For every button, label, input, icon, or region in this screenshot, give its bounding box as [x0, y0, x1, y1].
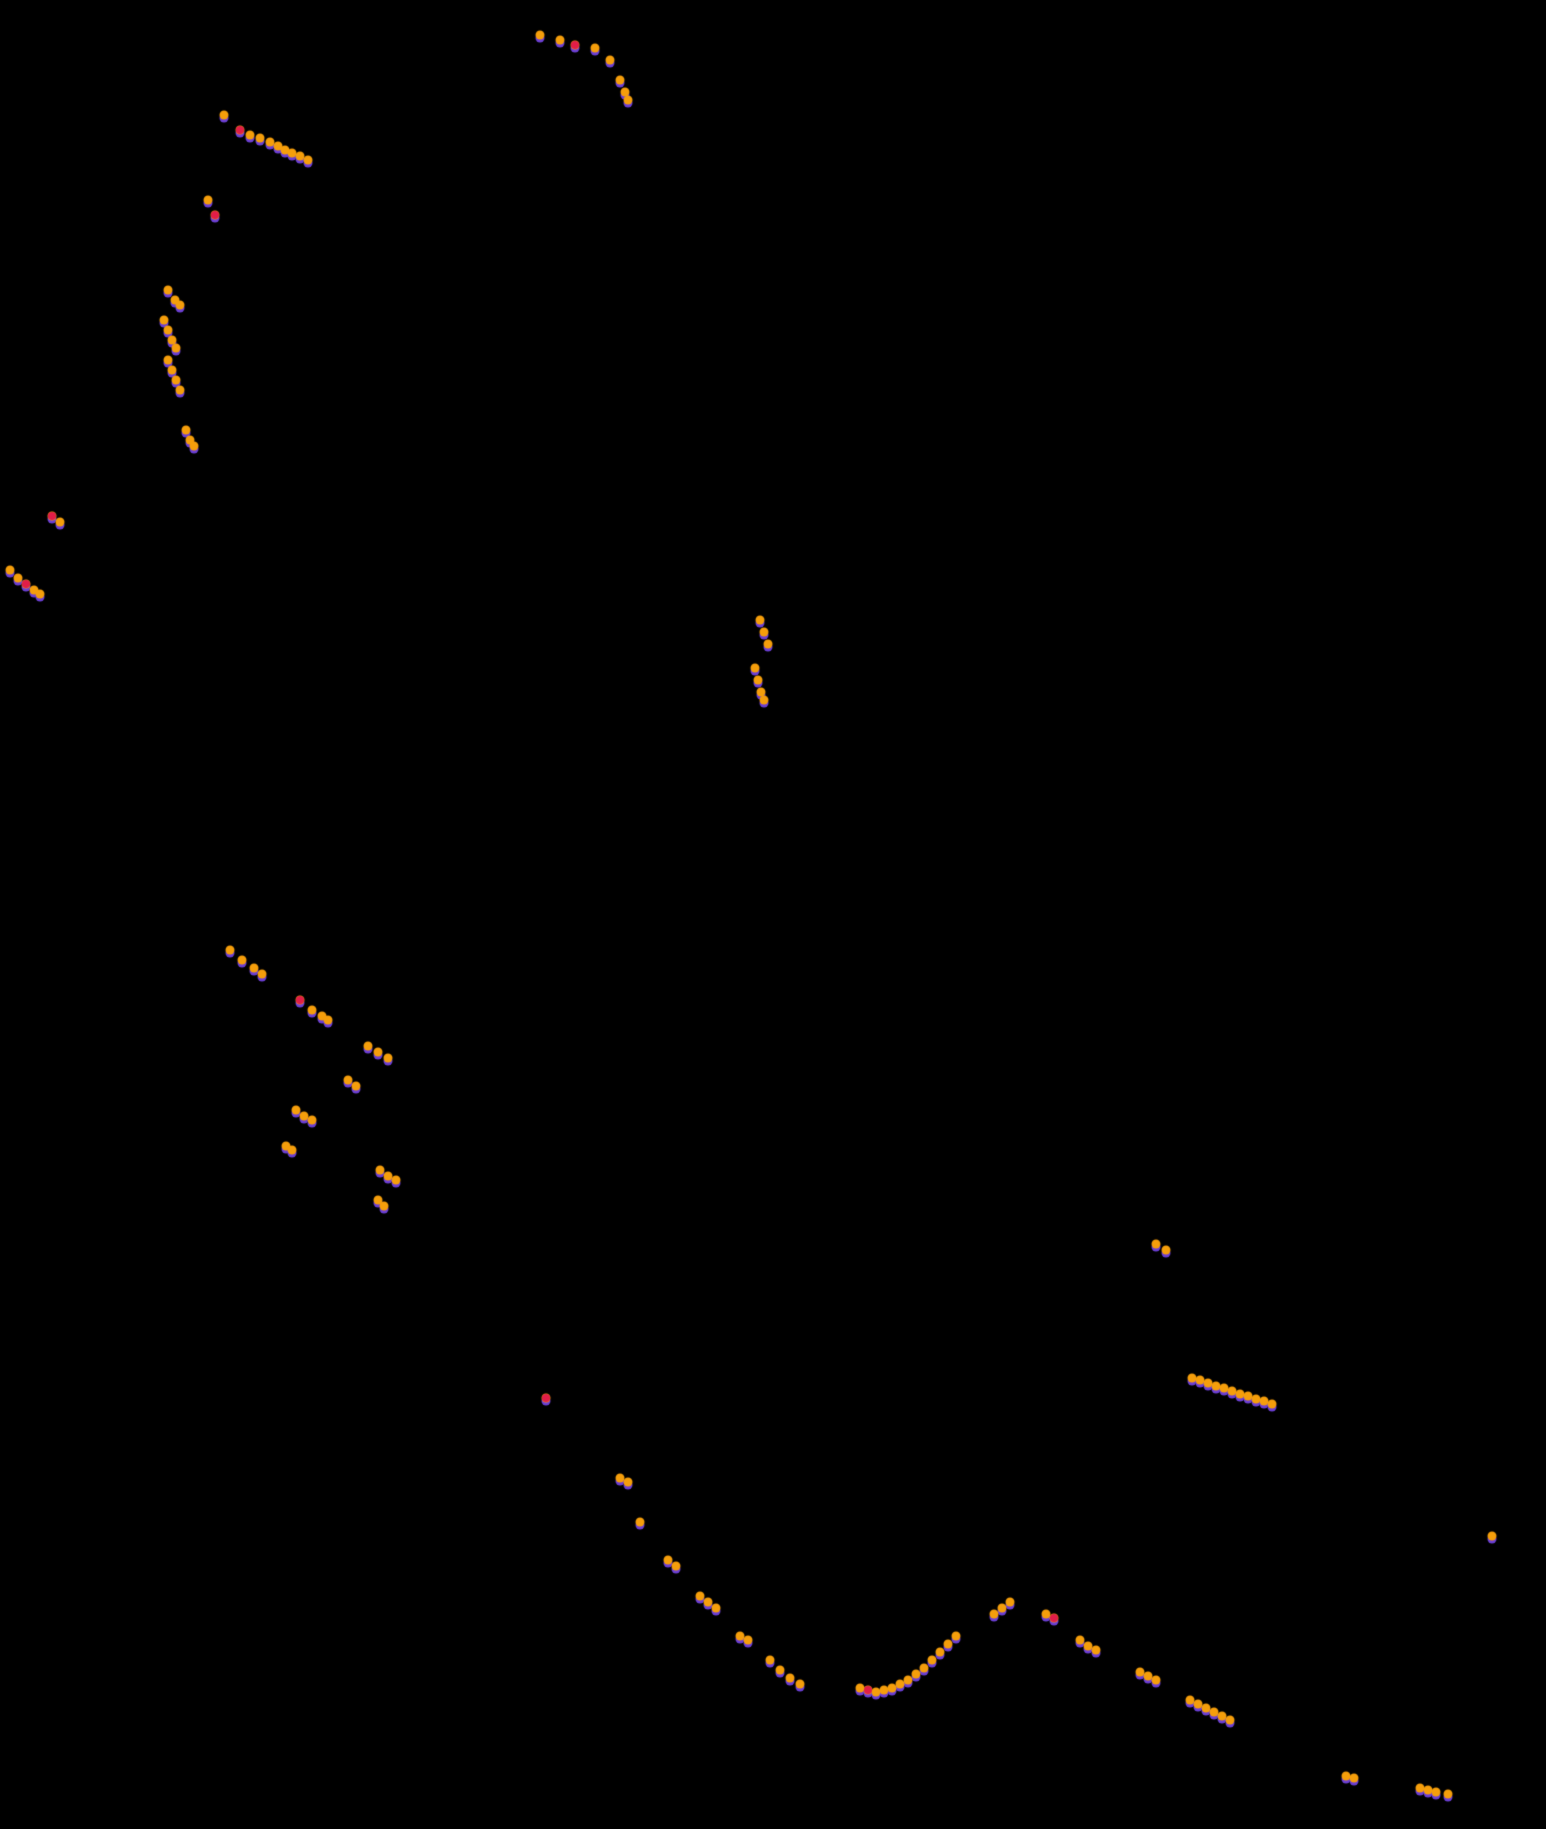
point-cloud-canvas — [0, 0, 1546, 1829]
